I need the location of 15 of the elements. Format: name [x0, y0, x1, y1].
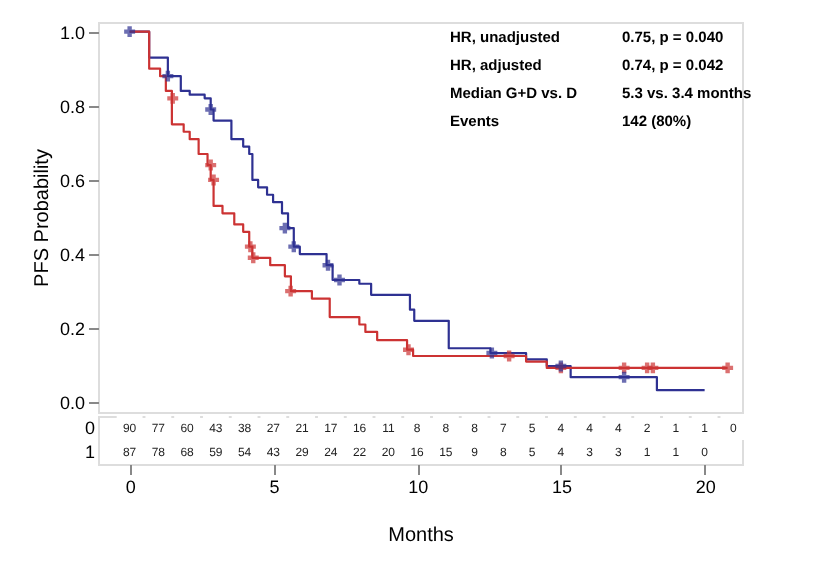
x-tick-label: 15 [551, 477, 572, 497]
y-tick-label: 0.8 [59, 96, 85, 117]
x-tick-label: 10 [408, 477, 429, 497]
x-axis-title: Months [388, 525, 454, 547]
y-tick-label: 1.0 [59, 22, 85, 43]
x-tick-label: 5 [269, 477, 280, 497]
x-tick-label: 20 [695, 477, 716, 497]
x-tick-label: 0 [125, 477, 136, 497]
y-tick-label: 0.0 [59, 393, 85, 414]
y-tick-label: 0 [84, 418, 95, 438]
y-tick-label: 0.6 [59, 170, 85, 191]
y-axis-title: PFS Probability [31, 149, 54, 287]
y-tick-label: 0.2 [59, 319, 85, 340]
y-tick-label: 0.4 [59, 245, 85, 266]
y-tick-label: 1 [84, 442, 95, 462]
